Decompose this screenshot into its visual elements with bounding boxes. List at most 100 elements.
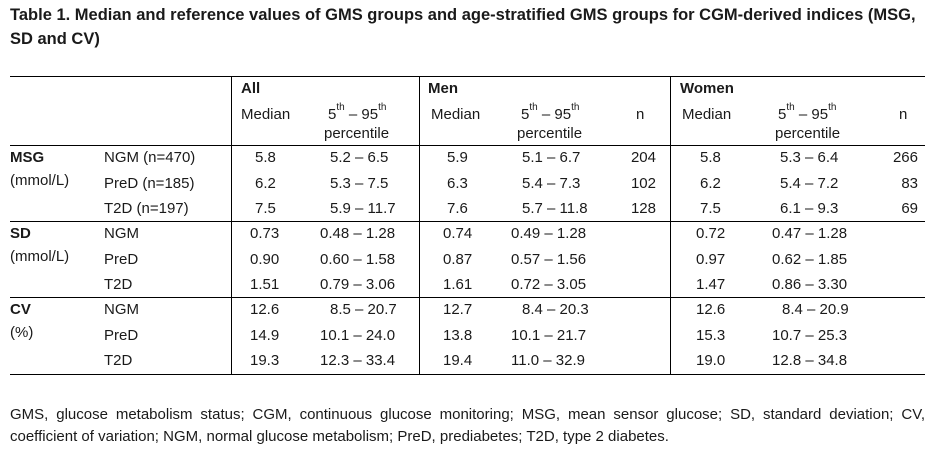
women-median: 0.97	[696, 251, 726, 268]
men-n: 204	[630, 149, 656, 166]
women-median: 0.72	[696, 225, 726, 242]
row-group: T2D (n=197)	[104, 200, 189, 217]
rule-bottom	[10, 374, 925, 375]
pct-5: 5	[328, 106, 337, 123]
all-range: 12.3 – 33.4	[320, 352, 396, 369]
men-range: 0.49 – 1.28	[511, 225, 587, 242]
men-median: 7.6	[447, 200, 468, 217]
men-median: 1.61	[443, 276, 473, 293]
pct-sup-b: th	[378, 102, 387, 113]
men-median: 6.3	[447, 175, 468, 192]
all-median: 12.6	[250, 301, 280, 318]
pct-sup-a: th	[336, 102, 345, 113]
men-range: 8.4 – 20.3	[522, 301, 589, 318]
all-range: 0.60 – 1.58	[320, 251, 396, 268]
all-median: 0.73	[250, 225, 280, 242]
women-n: 69	[901, 200, 918, 217]
group-header-all: All	[241, 80, 261, 97]
pct-mid: – 95	[537, 106, 572, 123]
men-median: 13.8	[443, 327, 473, 344]
all-median: 7.5	[255, 200, 276, 217]
pct-sup-b: th	[571, 102, 580, 113]
group-header-men: Men	[428, 80, 458, 97]
women-median: 1.47	[696, 276, 726, 293]
row-group: NGM (n=470)	[104, 149, 196, 166]
row-group: NGM	[104, 225, 139, 242]
pct-mid: – 95	[344, 106, 379, 123]
all-median: 6.2	[255, 175, 276, 192]
rule-top	[10, 76, 925, 77]
vline-men	[419, 76, 420, 374]
subheader-women-n: n	[899, 106, 908, 123]
row-group: PreD	[104, 251, 139, 268]
rule-header-bottom	[10, 145, 925, 146]
pct-5: 5	[778, 106, 787, 123]
men-range: 5.4 – 7.3	[522, 175, 581, 192]
all-range: 5.9 – 11.7	[330, 200, 396, 217]
men-median: 0.74	[443, 225, 473, 242]
pct-5: 5	[521, 106, 530, 123]
women-range: 0.47 – 1.28	[772, 225, 848, 242]
all-range: 0.48 – 1.28	[320, 225, 396, 242]
row-group: PreD (n=185)	[104, 175, 195, 192]
section-label-cv: CV	[10, 301, 31, 318]
all-range: 8.5 – 20.7	[330, 301, 397, 318]
section-unit-cv: (%)	[10, 324, 34, 341]
row-group: T2D	[104, 352, 133, 369]
men-range: 5.1 – 6.7	[522, 149, 581, 166]
section-unit-sd: (mmol/L)	[10, 248, 70, 265]
all-range: 5.3 – 7.5	[330, 175, 389, 192]
row-group: NGM	[104, 301, 139, 318]
all-median: 19.3	[250, 352, 280, 369]
subheader-men-percentile: 5th – 95th	[521, 102, 580, 124]
subheader-women-percentile: 5th – 95th	[778, 102, 837, 124]
pct-sup-b: th	[828, 102, 837, 113]
women-range: 8.4 – 20.9	[782, 301, 849, 318]
men-n: 128	[630, 200, 656, 217]
men-median: 0.87	[443, 251, 473, 268]
vline-all	[231, 76, 232, 374]
women-median: 19.0	[696, 352, 726, 369]
rule-msg-bottom	[10, 221, 925, 222]
all-median: 5.8	[255, 149, 276, 166]
pct-sup-a: th	[529, 102, 538, 113]
women-n: 83	[901, 175, 918, 192]
subheader-men-n: n	[636, 106, 645, 123]
men-median: 5.9	[447, 149, 468, 166]
men-range: 0.57 – 1.56	[511, 251, 587, 268]
all-range: 10.1 – 24.0	[320, 327, 396, 344]
men-range: 11.0 – 32.9	[511, 352, 585, 369]
subheader-men-median: Median	[431, 106, 481, 123]
section-label-msg: MSG	[10, 149, 45, 166]
row-group: PreD	[104, 327, 139, 344]
subheader-all-median: Median	[241, 106, 291, 123]
men-n: 102	[630, 175, 656, 192]
women-n: 266	[892, 149, 918, 166]
subheader-all-percentile: 5th – 95th	[328, 102, 387, 124]
women-median: 5.8	[700, 149, 721, 166]
vline-women	[670, 76, 671, 374]
pct-sup-a: th	[786, 102, 795, 113]
all-median: 14.9	[250, 327, 280, 344]
all-median: 0.90	[250, 251, 280, 268]
women-median: 7.5	[700, 200, 721, 217]
subheader-women-percentile-line2: percentile	[775, 125, 841, 142]
men-range: 0.72 – 3.05	[511, 276, 587, 293]
all-range: 0.79 – 3.06	[320, 276, 396, 293]
women-median: 15.3	[696, 327, 726, 344]
women-median: 6.2	[700, 175, 721, 192]
women-range: 5.4 – 7.2	[780, 175, 839, 192]
women-median: 12.6	[696, 301, 726, 318]
women-range: 10.7 – 25.3	[772, 327, 848, 344]
women-range: 12.8 – 34.8	[772, 352, 848, 369]
women-range: 6.1 – 9.3	[780, 200, 839, 217]
row-group: T2D	[104, 276, 133, 293]
women-range: 0.86 – 3.30	[772, 276, 848, 293]
men-range: 10.1 – 21.7	[511, 327, 587, 344]
men-median: 12.7	[443, 301, 473, 318]
rule-sd-bottom	[10, 297, 925, 298]
subheader-men-percentile-line2: percentile	[517, 125, 583, 142]
all-median: 1.51	[250, 276, 280, 293]
subheader-all-percentile-line2: percentile	[324, 125, 390, 142]
